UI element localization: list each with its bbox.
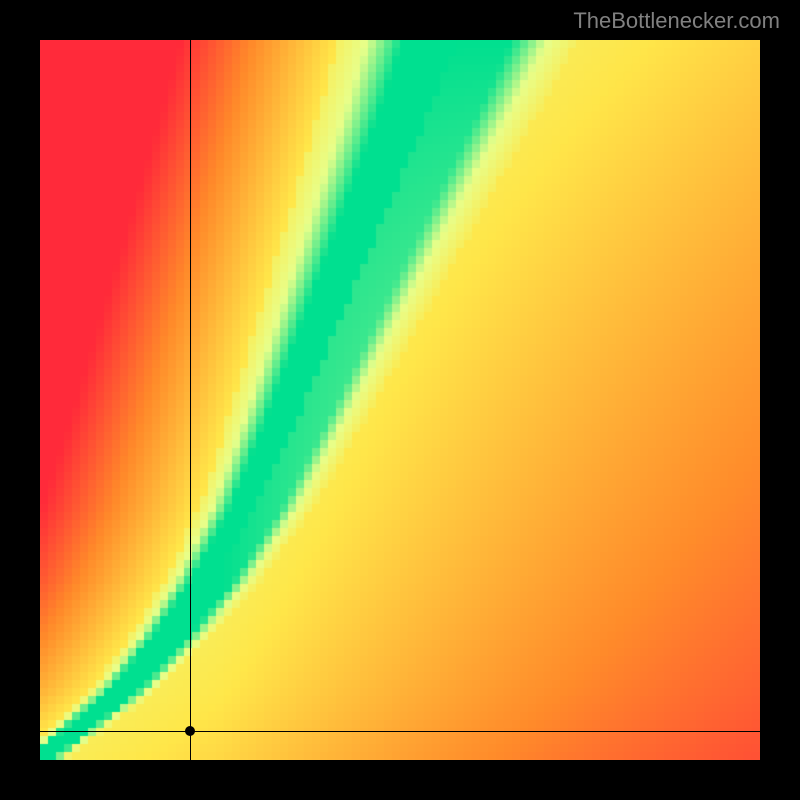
watermark-text: TheBottlenecker.com [573, 8, 780, 34]
heatmap-canvas [40, 40, 760, 760]
marker-dot [185, 726, 195, 736]
bottleneck-heatmap [40, 40, 760, 760]
crosshair-vertical [190, 40, 191, 760]
crosshair-horizontal [40, 731, 760, 732]
